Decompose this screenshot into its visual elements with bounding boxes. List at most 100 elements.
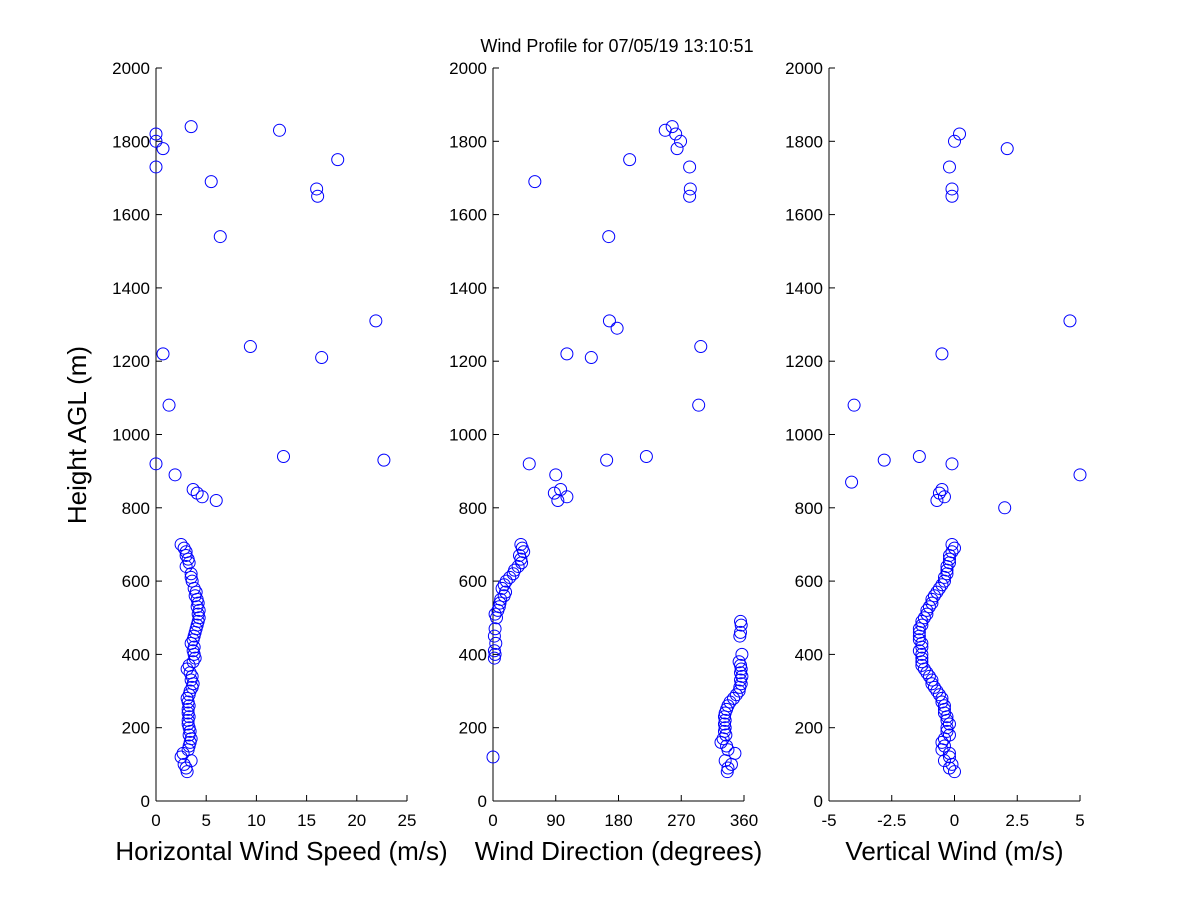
vertical-wind-y-tick-label: 1200 xyxy=(785,352,823,371)
vertical-wind-data-point xyxy=(940,710,954,724)
vertical-wind-y-tick-label: 1800 xyxy=(785,132,823,151)
horizontal-wind-speed-data-point xyxy=(188,589,202,603)
horizontal-wind-speed-data-point xyxy=(186,482,200,496)
horizontal-wind-speed-x-tick-label: 0 xyxy=(151,811,160,830)
vertical-wind-x-tick-label: 0 xyxy=(950,811,959,830)
vertical-wind-data-point xyxy=(945,189,959,203)
vertical-wind-data-point xyxy=(915,647,929,661)
horizontal-wind-speed-data-point xyxy=(179,559,193,573)
wind-direction-data-point xyxy=(669,127,683,141)
horizontal-wind-speed-data-point xyxy=(184,567,198,581)
vertical-wind-data-point xyxy=(912,622,926,636)
wind-direction-data-point xyxy=(486,750,500,764)
horizontal-wind-speed-x-tick-label: 20 xyxy=(347,811,366,830)
wind-direction-data-point xyxy=(734,618,748,632)
horizontal-wind-speed-data-point xyxy=(185,680,199,694)
wind-direction-data-point xyxy=(683,189,697,203)
wind-direction-data-point xyxy=(723,695,737,709)
wind-direction-data-point xyxy=(495,581,509,595)
vertical-wind-data-point xyxy=(1063,314,1077,328)
horizontal-wind-speed-data-point xyxy=(149,127,163,141)
wind-direction-data-point xyxy=(674,134,688,148)
horizontal-wind-speed-data-point xyxy=(179,548,193,562)
wind-direction-data-point xyxy=(549,468,563,482)
vertical-wind-data-point xyxy=(948,541,961,555)
horizontal-wind-speed-data-point xyxy=(331,153,345,167)
horizontal-wind-speed-y-tick-label: 200 xyxy=(122,719,150,738)
wind-direction-y-tick-label: 1000 xyxy=(449,426,487,445)
wind-direction-data-point xyxy=(497,578,511,592)
wind-direction-data-point xyxy=(487,629,501,643)
vertical-wind-data-point xyxy=(940,567,954,581)
horizontal-wind-speed-data-point xyxy=(182,728,196,742)
horizontal-wind-speed-y-tick-label: 1200 xyxy=(112,352,150,371)
wind-direction-y-tick-label: 600 xyxy=(459,572,487,591)
vertical-wind-data-point xyxy=(937,574,951,588)
horizontal-wind-speed-y-tick-label: 1400 xyxy=(112,279,150,298)
wind-direction-data-point xyxy=(515,556,529,570)
wind-direction-data-point xyxy=(497,589,511,603)
wind-direction-data-point xyxy=(487,651,501,665)
wind-direction-data-point xyxy=(670,142,684,156)
horizontal-wind-speed-data-point xyxy=(209,493,223,507)
vertical-wind-data-point xyxy=(920,666,934,680)
horizontal-wind-speed-x-tick-label: 5 xyxy=(201,811,210,830)
vertical-wind-data-point xyxy=(922,669,936,683)
vertical-wind-data-point xyxy=(945,545,959,559)
horizontal-wind-speed-y-tick-label: 2000 xyxy=(112,59,150,78)
vertical-wind-y-tick-label: 1600 xyxy=(785,206,823,225)
wind-direction-data-point xyxy=(560,490,574,504)
vertical-wind-data-point xyxy=(930,684,944,698)
vertical-wind-data-point xyxy=(930,493,944,507)
horizontal-wind-speed-panel: 0 200 400 600 800 1000 1200 1400 1600 1800 2000 0 5 1… xyxy=(112,59,448,866)
vertical-wind-y-tick-label: 2000 xyxy=(785,59,823,78)
wind-direction-data-point xyxy=(716,732,730,746)
horizontal-wind-speed-data-point xyxy=(369,314,383,328)
horizontal-wind-speed-data-point xyxy=(177,757,191,771)
horizontal-wind-speed-data-point xyxy=(243,340,257,354)
wind-direction-data-point xyxy=(623,153,637,167)
wind-direction-data-point xyxy=(683,160,697,174)
vertical-wind-data-point xyxy=(945,537,959,551)
wind-direction-x-axis-label: Wind Direction (degrees) xyxy=(475,836,763,866)
vertical-wind-data-point xyxy=(925,596,939,610)
horizontal-wind-speed-data-point xyxy=(310,182,324,196)
wind-direction-data-point xyxy=(517,545,531,559)
horizontal-wind-speed-y-tick-label: 0 xyxy=(141,792,150,811)
wind-direction-data-point xyxy=(694,340,708,354)
horizontal-wind-speed-y-tick-label: 400 xyxy=(122,645,150,664)
vertical-wind-data-point xyxy=(948,134,961,148)
horizontal-wind-speed-data-point xyxy=(156,347,170,361)
vertical-wind-y-tick-label: 400 xyxy=(795,645,823,664)
horizontal-wind-speed-y-tick-label: 1000 xyxy=(112,426,150,445)
vertical-wind-data-point xyxy=(937,570,951,584)
wind-direction-data-point xyxy=(491,603,505,617)
wind-direction-data-point xyxy=(639,449,653,463)
vertical-wind-data-point xyxy=(935,347,949,361)
horizontal-wind-speed-data-point xyxy=(149,160,163,174)
horizontal-wind-speed-data-point xyxy=(182,688,196,702)
vertical-wind-data-point xyxy=(940,713,954,727)
horizontal-wind-speed-data-point xyxy=(186,633,200,647)
vertical-wind-y-tick-label: 200 xyxy=(795,719,823,738)
vertical-wind-x-tick-label: 2.5 xyxy=(1005,811,1029,830)
wind-direction-data-point xyxy=(560,347,574,361)
wind-direction-x-tick-label: 180 xyxy=(604,811,632,830)
wind-direction-y-tick-label: 1800 xyxy=(449,132,487,151)
vertical-wind-data-point xyxy=(915,636,929,650)
wind-direction-data-point xyxy=(584,351,598,365)
horizontal-wind-speed-x-tick-label: 10 xyxy=(247,811,266,830)
figure-title: Wind Profile for 07/05/19 13:10:51 xyxy=(480,36,753,56)
wind-direction-data-point xyxy=(719,728,733,742)
y-axis-label: Height AGL (m) xyxy=(62,346,92,524)
horizontal-wind-speed-data-point xyxy=(213,230,227,244)
horizontal-wind-speed-data-point xyxy=(186,655,200,669)
horizontal-wind-speed-data-point xyxy=(195,490,209,504)
vertical-wind-data-point xyxy=(845,475,859,489)
vertical-wind-data-point xyxy=(925,592,939,606)
vertical-wind-x-tick-label: -2.5 xyxy=(877,811,906,830)
wind-direction-y-tick-label: 800 xyxy=(459,499,487,518)
wind-direction-data-point xyxy=(610,321,624,335)
vertical-wind-data-point xyxy=(937,490,951,504)
wind-direction-data-point xyxy=(733,629,747,643)
